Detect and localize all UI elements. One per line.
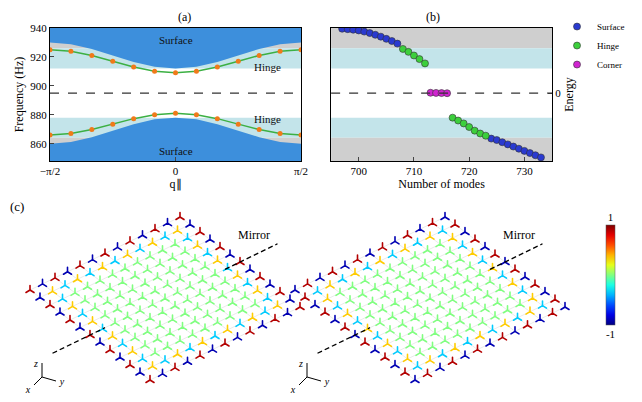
svg-text:Number of modes: Number of modes [398,177,485,191]
svg-text:Mirror: Mirror [503,228,535,242]
svg-text:920: 920 [30,51,47,63]
svg-text:y: y [324,376,330,387]
svg-text:(b): (b) [426,10,440,24]
svg-text:x: x [290,384,296,395]
svg-text:710: 710 [406,165,423,177]
svg-text:730: 730 [516,165,533,177]
svg-text:940: 940 [30,22,47,34]
svg-text:Energy: Energy [562,77,576,111]
svg-text:0: 0 [555,87,561,99]
svg-text:q∥: q∥ [170,177,182,191]
svg-text:Hinge: Hinge [597,41,619,51]
svg-text:-1: -1 [606,328,615,340]
svg-text:Hinge: Hinge [254,61,281,73]
svg-text:700: 700 [350,165,367,177]
svg-text:y: y [59,376,65,387]
svg-text:880: 880 [30,109,47,121]
svg-text:900: 900 [30,80,47,92]
svg-text:z: z [33,358,38,369]
svg-text:π/2: π/2 [294,165,308,177]
svg-text:z: z [298,358,303,369]
svg-text:Hinge: Hinge [254,113,281,125]
svg-text:Surface: Surface [597,22,624,32]
svg-text:Surface: Surface [159,145,193,157]
svg-text:860: 860 [30,138,47,150]
svg-text:0: 0 [173,165,179,177]
svg-text:(c): (c) [10,199,24,214]
svg-text:x: x [25,384,31,395]
svg-text:Mirror: Mirror [238,228,270,242]
svg-text:720: 720 [461,165,478,177]
svg-text:Frequency (Hz): Frequency (Hz) [12,57,26,133]
svg-text:1: 1 [608,211,614,223]
svg-text:Corner: Corner [597,60,622,70]
svg-text:−π/2: −π/2 [40,165,60,177]
svg-text:Surface: Surface [159,34,193,46]
svg-text:(a): (a) [178,10,191,24]
